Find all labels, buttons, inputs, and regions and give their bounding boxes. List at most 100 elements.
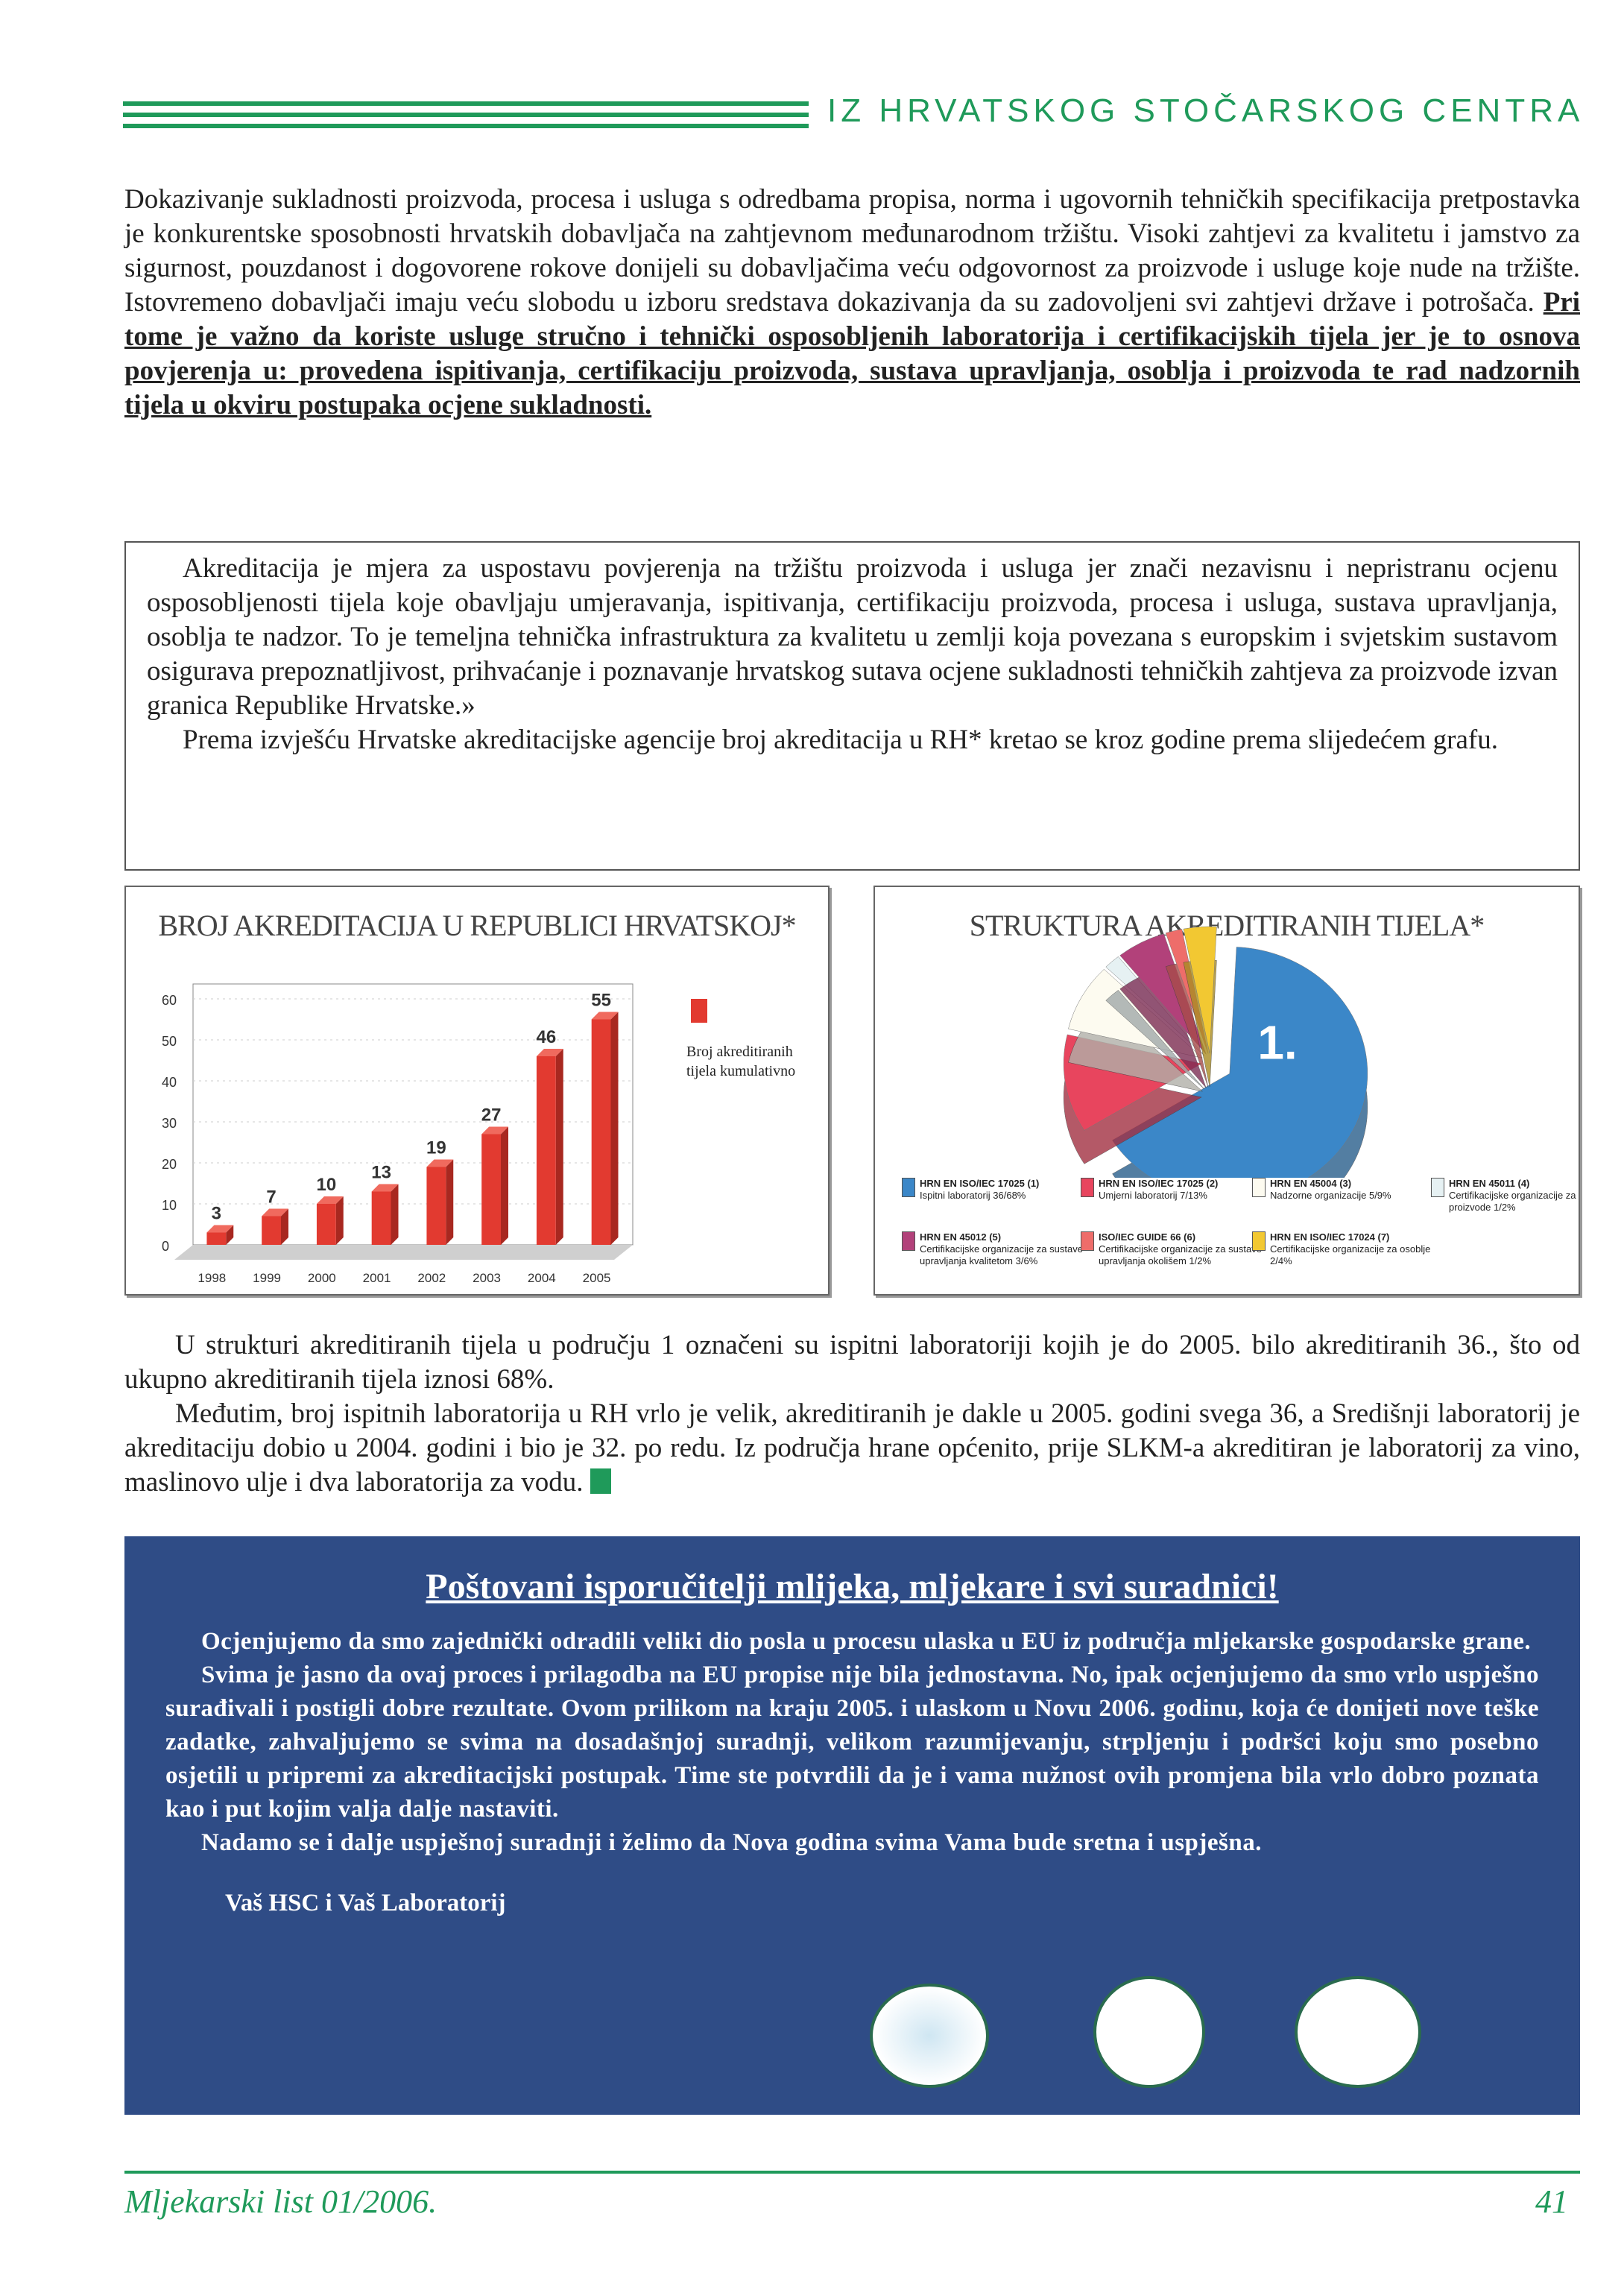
bar: [371, 1191, 391, 1245]
box-paragraph: Akreditacija je mjera za uspostavu povje…: [147, 553, 1558, 721]
pie-legend-item: HRN EN 45012 (5) Certifikacijske organiza…: [902, 1231, 1084, 1267]
pie-slice: [1112, 947, 1368, 1178]
pie-legend-item: HRN EN ISO/IEC 17024 (7) Certifikacijske …: [1252, 1231, 1434, 1267]
bar: [481, 1134, 501, 1245]
y-tick-label: 30: [162, 1116, 177, 1131]
legend-desc: Ispitni laboratorij 36/68%: [920, 1190, 1026, 1201]
bar-chart-title: BROJ AKREDITACIJA U REPUBLICI HRVATSKOJ*: [158, 909, 796, 942]
section-title: IZ HRVATSKOG STOČARSKOG CENTRA: [827, 92, 1584, 129]
notice-signature: Vaš HSC i Vaš Laboratorij: [225, 1890, 506, 1916]
slk-logo: ​: [1295, 1976, 1421, 2088]
bar: [426, 1167, 446, 1245]
bar-side: [610, 1012, 619, 1245]
pie-slice: [1119, 933, 1207, 1055]
bar-value-label: 13: [371, 1163, 391, 1183]
bar: [206, 1232, 227, 1245]
pie-slice: [1183, 926, 1217, 1054]
bar-side: [555, 1049, 563, 1245]
pie-legend-item: HRN EN 45004 (3) Nadzorne organizacije 5/…: [1252, 1178, 1434, 1202]
bar-value-label: 3: [212, 1204, 221, 1224]
legend-label: HRN EN ISO/IEC 17025 (2): [1099, 1178, 1219, 1189]
bar-side: [335, 1196, 344, 1245]
notice-paragraph: Ocjenjujemo da smo zajednički odradili v…: [201, 1628, 1532, 1655]
bar-value-label: 27: [481, 1105, 502, 1126]
footer-rule: [124, 2171, 1580, 2174]
x-tick-label: 2002: [417, 1271, 446, 1285]
bar-top: [206, 1225, 234, 1233]
bar-side: [226, 1225, 234, 1245]
legend-swatch: [691, 999, 707, 1023]
plot-floor: [174, 1245, 633, 1260]
notice-paragraph: Nadamo se i dalje uspješnoj suradnji i ž…: [201, 1829, 1262, 1856]
legend-desc: Certifikacijske organizacije za osoblje …: [1270, 1243, 1431, 1266]
x-tick-label: 2005: [583, 1271, 611, 1285]
pie-legend-item: HRN EN ISO/IEC 17025 (1) Ispitni laborato…: [902, 1178, 1084, 1202]
bar: [591, 1019, 611, 1245]
legend-desc: Certifikacijske organizacije za sustave …: [920, 1243, 1083, 1266]
legend-desc: Certifikacijske organizacije za proizvod…: [1449, 1190, 1576, 1213]
bar-value-label: 10: [316, 1175, 336, 1195]
y-tick-label: 40: [162, 1075, 177, 1090]
legend-label: HRN EN ISO/IEC 17025 (1): [920, 1178, 1040, 1189]
bar-side: [281, 1208, 288, 1245]
bar-top: [371, 1184, 399, 1192]
y-tick-label: 60: [162, 993, 177, 1008]
legend-swatch: [1252, 1231, 1266, 1251]
x-tick-label: 1999: [253, 1271, 281, 1285]
legend-desc: Umjerni laboratorij 7/13%: [1099, 1190, 1207, 1201]
legend-swatch: [1081, 1178, 1094, 1197]
hsc-logo: [1093, 1976, 1205, 2088]
end-mark-icon: [590, 1468, 611, 1494]
pie-legend-item: HRN EN 45011 (4) Certifikacijske organiza…: [1431, 1178, 1613, 1214]
x-tick-label: 2001: [363, 1271, 391, 1285]
legend-swatch: [1081, 1231, 1094, 1251]
pie-slice-label: 1.: [1257, 1015, 1297, 1069]
pie-chart-panel: STRUKTURA AKREDITIRANIH TIJELA* 1. HRN E…: [873, 886, 1580, 1296]
bar-legend-label: Broj akreditiranih tijela kumulativno: [686, 1044, 796, 1079]
legend-swatch: [902, 1178, 915, 1197]
pie-legend-item: ISO/IEC GUIDE 66 (6) Certifikacijske orga…: [1081, 1231, 1263, 1267]
bar-value-label: 55: [591, 991, 611, 1011]
legend-swatch: [1431, 1178, 1444, 1197]
bar-top: [591, 1012, 619, 1020]
notice-paragraph: Svima je jasno da ovaj proces i prilagod…: [165, 1662, 1539, 1823]
bar: [262, 1216, 281, 1245]
legend-swatch: [1252, 1178, 1266, 1197]
bar-side: [446, 1159, 454, 1245]
journal-name: Mljekarski list 01/2006.: [124, 2183, 437, 2220]
bar-chart: 0 10 20 30 40 50 60 3 1998 7 1999 10 2000 13 2001 19 200…: [162, 983, 707, 1285]
notice-box: Poštovani isporučitelji mlijeka, mljekar…: [124, 1536, 1580, 2115]
intro-text: Dokazivanje sukladnosti proizvoda, proce…: [124, 184, 1580, 318]
legend-label: HRN EN ISO/IEC 17024 (7): [1270, 1231, 1390, 1243]
bar-top: [536, 1049, 563, 1056]
bar-top: [481, 1126, 508, 1135]
y-tick-label: 50: [162, 1034, 177, 1049]
legend-label: HRN EN 45004 (3): [1270, 1178, 1352, 1189]
bar-top: [262, 1208, 288, 1217]
bar-chart-panel: BROJ AKREDITACIJA U REPUBLICI HRVATSKOJ*…: [124, 886, 830, 1296]
plot-area: [192, 983, 634, 1246]
bar-value-label: 7: [266, 1187, 276, 1208]
legend-label: HRN EN 45011 (4): [1449, 1178, 1530, 1189]
legend-swatch: [902, 1231, 915, 1251]
bar: [536, 1056, 556, 1245]
header-rule: [123, 101, 809, 128]
y-tick-label: 10: [162, 1198, 177, 1213]
bar: [316, 1204, 336, 1245]
x-tick-label: 2004: [528, 1271, 556, 1285]
bar-value-label: 19: [426, 1138, 446, 1158]
y-tick-label: 0: [162, 1239, 169, 1254]
legend-label: HRN EN 45012 (5): [920, 1231, 1002, 1243]
intro-paragraph: Dokazivanje sukladnosti proizvoda, proce…: [124, 183, 1580, 423]
bar-value-label: 46: [536, 1027, 556, 1047]
legend-label: ISO/IEC GUIDE 66 (6): [1099, 1231, 1196, 1243]
bar-top: [316, 1196, 344, 1204]
x-tick-label: 1998: [198, 1271, 226, 1285]
structure-text: U strukturi akreditiranih tijela u podru…: [124, 1328, 1580, 1500]
pie-slice-side: [1105, 990, 1205, 1090]
bar-side: [501, 1126, 508, 1245]
pie-legend-item: HRN EN ISO/IEC 17025 (2) Umjerni laborato…: [1081, 1178, 1263, 1202]
pie-chart: 1.: [1063, 926, 1368, 1178]
post-paragraph: U strukturi akreditiranih tijela u podru…: [124, 1330, 1580, 1395]
page-number: 41: [1535, 2183, 1568, 2220]
